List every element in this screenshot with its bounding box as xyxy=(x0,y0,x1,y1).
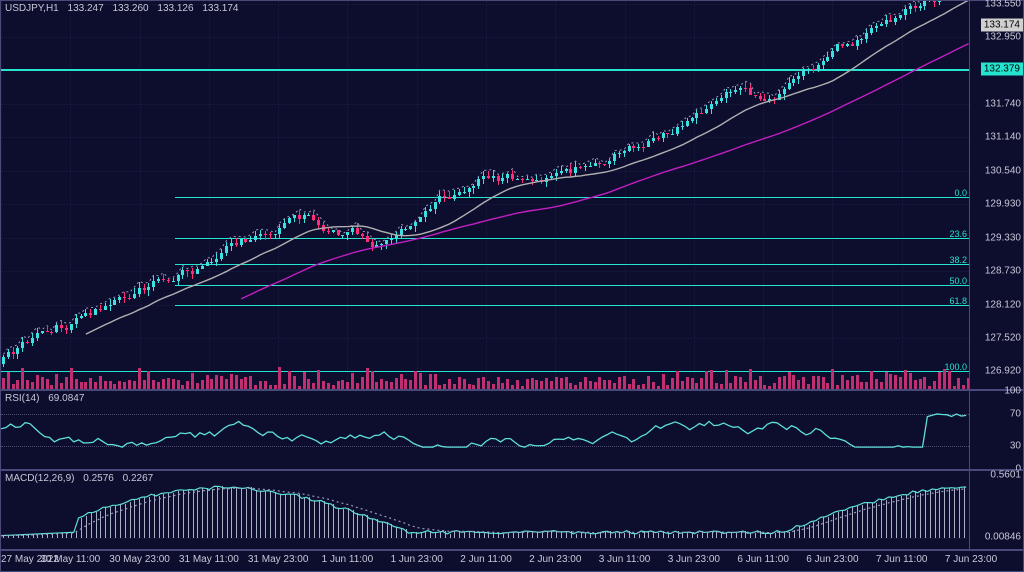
ohlc-close: 133.174 xyxy=(202,3,238,14)
time-label: 1 Jun 23:00 xyxy=(391,554,443,565)
rsi-label: RSI(14) xyxy=(5,393,39,404)
rsi-value: 69.0847 xyxy=(48,393,84,404)
price-ytick: 126.920 xyxy=(985,366,1021,377)
macd-value: 0.2576 xyxy=(83,473,114,484)
macd-signal-value: 0.2267 xyxy=(123,473,154,484)
time-label: 6 Jun 11:00 xyxy=(737,554,789,565)
support-price-label: 132.379 xyxy=(981,62,1023,75)
time-label: 3 Jun 11:00 xyxy=(599,554,651,565)
price-ytick: 129.330 xyxy=(985,232,1021,243)
macd-ytick: 0.5601 xyxy=(990,470,1021,481)
time-label: 1 Jun 11:00 xyxy=(322,554,374,565)
price-ytick: 129.930 xyxy=(985,199,1021,210)
time-label: 6 Jun 23:00 xyxy=(806,554,858,565)
price-ytick: 128.730 xyxy=(985,265,1021,276)
price-plot-area[interactable]: 0.023.638.250.061.8100.0 xyxy=(1,1,969,389)
price-ytick: 131.140 xyxy=(985,132,1021,143)
price-y-axis: 133.550132.950132.350131.740131.140130.5… xyxy=(969,1,1023,389)
price-ytick: 132.950 xyxy=(985,32,1021,43)
price-ytick: 130.540 xyxy=(985,165,1021,176)
rsi-title: RSI(14) 69.0847 xyxy=(5,393,90,404)
time-axis: 27 May 202230 May 11:0030 May 23:0031 Ma… xyxy=(0,550,1024,572)
time-label: 7 Jun 23:00 xyxy=(945,554,997,565)
symbol-title: USDJPY,H1 133.247 133.260 133.126 133.17… xyxy=(5,3,244,14)
time-label: 3 Jun 23:00 xyxy=(668,554,720,565)
current-price-label: 133.174 xyxy=(981,18,1023,31)
rsi-ytick: 70 xyxy=(1010,409,1021,420)
rsi-panel[interactable]: 03070100 RSI(14) 69.0847 xyxy=(0,390,1024,470)
rsi-ytick: 100 xyxy=(1004,386,1021,397)
time-label: 7 Jun 11:00 xyxy=(876,554,928,565)
price-ytick: 133.550 xyxy=(985,0,1021,9)
time-label: 31 May 11:00 xyxy=(179,554,239,565)
time-label: 2 Jun 23:00 xyxy=(529,554,581,565)
ma-overlay xyxy=(1,1,969,389)
macd-y-axis: 0.5601 0.00846 xyxy=(969,471,1023,549)
rsi-ytick: 30 xyxy=(1010,440,1021,451)
macd-ytick: 0.00846 xyxy=(985,531,1021,542)
price-ytick: 127.520 xyxy=(985,333,1021,344)
time-label: 2 Jun 11:00 xyxy=(460,554,512,565)
macd-panel[interactable]: 0.5601 0.00846 MACD(12,26,9) 0.2576 0.226… xyxy=(0,470,1024,550)
time-label: 30 May 11:00 xyxy=(40,554,100,565)
macd-title: MACD(12,26,9) 0.2576 0.2267 xyxy=(5,473,159,484)
price-ytick: 131.740 xyxy=(985,99,1021,110)
price-chart-panel[interactable]: 0.023.638.250.061.8100.0 133.550132.9501… xyxy=(0,0,1024,390)
rsi-line xyxy=(1,391,969,469)
symbol-pair: USDJPY,H1 xyxy=(5,3,59,14)
ohlc-open: 133.247 xyxy=(68,3,104,14)
ohlc-high: 133.260 xyxy=(112,3,148,14)
time-label: 31 May 23:00 xyxy=(248,554,309,565)
macd-label: MACD(12,26,9) xyxy=(5,473,74,484)
price-ytick: 128.120 xyxy=(985,299,1021,310)
rsi-plot-area[interactable] xyxy=(1,391,969,469)
ohlc-low: 133.126 xyxy=(157,3,193,14)
time-label: 30 May 23:00 xyxy=(109,554,170,565)
rsi-y-axis: 03070100 xyxy=(969,391,1023,469)
